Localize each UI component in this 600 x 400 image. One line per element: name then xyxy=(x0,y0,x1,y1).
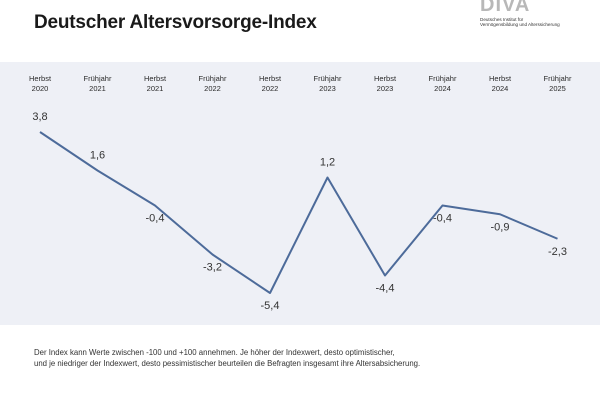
x-tick-label: 2020 xyxy=(32,84,49,93)
line-chart: Herbst2020Frühjahr2021Herbst2021Frühjahr… xyxy=(29,74,572,312)
x-tick-label: 2023 xyxy=(377,84,394,93)
data-label: -0,4 xyxy=(433,213,452,225)
diva-logo: DIVA Deutsches Institut für Vermögensbil… xyxy=(478,0,588,34)
data-label: -5,4 xyxy=(261,300,280,312)
x-tick-label: 2024 xyxy=(434,84,451,93)
x-tick-label: Frühjahr xyxy=(429,74,457,83)
series-line xyxy=(39,131,558,294)
x-tick-label: 2021 xyxy=(89,84,106,93)
chart-panel xyxy=(0,62,600,325)
data-label: -0,9 xyxy=(491,221,510,233)
x-tick-label: Frühjahr xyxy=(314,74,342,83)
x-tick-label: 2022 xyxy=(262,84,279,93)
x-tick-label: 2022 xyxy=(204,84,221,93)
x-tick-label: Frühjahr xyxy=(199,74,227,83)
footnote: Der Index kann Werte zwischen -100 und +… xyxy=(34,347,574,369)
x-tick-label: Frühjahr xyxy=(84,74,112,83)
data-label: -4,4 xyxy=(376,283,395,295)
data-label: 3,8 xyxy=(32,111,47,123)
page-title: Deutscher Altersvorsorge-Index xyxy=(34,12,317,33)
data-label: -2,3 xyxy=(548,246,567,258)
x-tick-label: 2021 xyxy=(147,84,164,93)
x-tick-label: 2023 xyxy=(319,84,336,93)
logo-line-2: Vermögensbildung und Alterssicherung xyxy=(480,22,560,27)
x-tick-label: Frühjahr xyxy=(544,74,572,83)
logo-line-1: Deutsches Institut für xyxy=(480,17,524,22)
x-tick-label: Herbst xyxy=(29,74,52,83)
footnote-line-1: Der Index kann Werte zwischen -100 und +… xyxy=(34,348,395,357)
x-tick-label: 2025 xyxy=(549,84,566,93)
x-tick-label: Herbst xyxy=(144,74,167,83)
x-tick-label: Herbst xyxy=(259,74,282,83)
x-tick-label: 2024 xyxy=(492,84,509,93)
data-label: 1,2 xyxy=(320,157,335,169)
logo-mark: DIVA xyxy=(480,0,531,16)
footnote-line-2: und je niedriger der Indexwert, desto pe… xyxy=(34,359,421,368)
data-label: -3,2 xyxy=(203,262,222,274)
x-tick-label: Herbst xyxy=(489,74,512,83)
data-label: -0,4 xyxy=(146,213,165,225)
data-label: 1,6 xyxy=(90,150,105,162)
x-tick-label: Herbst xyxy=(374,74,397,83)
